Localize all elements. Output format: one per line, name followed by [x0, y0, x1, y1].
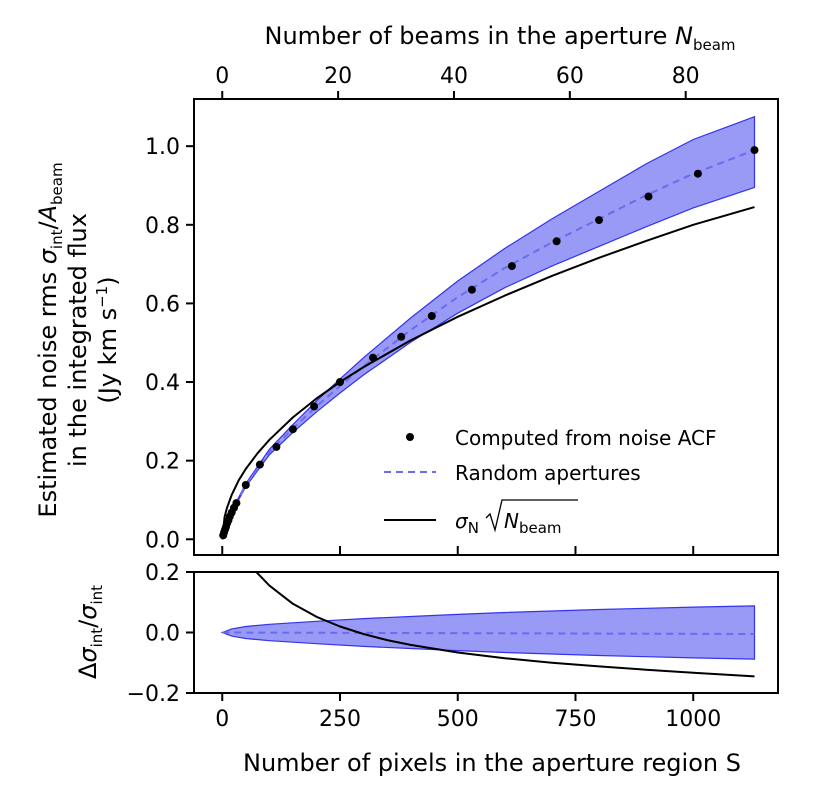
legend-label-solid: σN Nbeam	[455, 499, 578, 537]
main-y-tick-label: 0.6	[145, 292, 180, 317]
main-y-tick-label: 0.2	[145, 450, 180, 475]
main-lines-layer	[221, 149, 755, 540]
main-points-layer	[219, 146, 759, 540]
x-tick-label: 500	[437, 707, 479, 732]
top-x-tick-label: 0	[215, 64, 229, 89]
main-acf-point	[467, 285, 476, 294]
radical-sign	[485, 499, 578, 533]
main-y-tick-label: 0.0	[145, 528, 180, 553]
top-x-tick-label: 60	[556, 64, 584, 89]
main-y-tick-label: 0.8	[145, 214, 180, 239]
main-y-axis-label: Estimated noise rms σint/Abeam in the in…	[34, 162, 122, 517]
main-acf-point	[369, 353, 377, 362]
residual-x-ticks: 0 250 500 750 1000	[215, 693, 721, 732]
main-acf-point	[644, 192, 653, 201]
main-acf-point	[272, 442, 281, 451]
residual-lines-layer	[222, 572, 755, 678]
legend: Computed from noise ACF Random apertures…	[384, 426, 717, 537]
x-tick-label: 0	[215, 707, 229, 732]
svg-text:Nbeam: Nbeam	[504, 509, 562, 537]
svg-text:Δσint/σint: Δσint/σint	[74, 585, 106, 679]
main-acf-point	[241, 481, 250, 489]
main-random-apertures-line	[221, 149, 755, 540]
y-label-line-3: (Jy km s−1)	[93, 276, 122, 403]
top-x-tick-label: 20	[324, 64, 352, 89]
main-acf-point	[232, 499, 241, 508]
y-label-line-2: in the integrated flux	[64, 213, 92, 467]
top-x-tick-label: 40	[440, 64, 468, 89]
top-x-axis-label: Number of beams in the aperture Nbeam	[265, 22, 736, 54]
main-acf-point	[750, 146, 759, 155]
main-acf-point	[288, 425, 297, 434]
residual-y-axis-label: Δσint/σint	[74, 585, 106, 679]
main-acf-point	[693, 169, 702, 178]
residual-sigma-n-line	[254, 572, 755, 678]
main-top-ticks: 0 20 40 60 80	[215, 64, 700, 99]
main-acf-point	[397, 332, 406, 341]
main-acf-point	[595, 216, 603, 225]
main-y-ticks: 0.0 0.2 0.4 0.6 0.8 1.0	[145, 135, 194, 553]
main-y-tick-label: 1.0	[145, 135, 180, 160]
main-acf-point	[310, 402, 319, 411]
main-x-ticks	[221, 546, 695, 555]
residual-panel: 0 250 500 750 1000 −0.2 0.0 0.2	[127, 561, 779, 732]
legend-label-points: Computed from noise ACF	[455, 426, 717, 450]
x-axis-label: Number of pixels in the aperture region …	[243, 749, 741, 777]
residual-y-tick-label: 0.0	[145, 622, 180, 647]
main-sigma-n-line	[221, 206, 755, 540]
residual-y-tick-label: 0.2	[145, 561, 180, 586]
main-acf-point	[255, 460, 264, 469]
y-label-line-1: Estimated noise rms σint/Abeam	[34, 162, 66, 517]
residual-random-apertures-line	[222, 631, 755, 635]
x-tick-label: 250	[319, 707, 361, 732]
main-frame	[193, 98, 779, 556]
main-acf-point	[507, 262, 516, 271]
legend-marker-points	[406, 433, 414, 441]
main-acf-point	[336, 378, 344, 386]
main-y-tick-label: 0.4	[145, 371, 180, 396]
residual-y-tick-label: −0.2	[127, 682, 180, 707]
main-acf-point	[427, 312, 436, 320]
x-tick-label: 1000	[665, 707, 721, 732]
main-panel: 0.0 0.2 0.4 0.6 0.8 1.0 0 20 40 60 80	[145, 64, 779, 556]
svg-text:σN: σN	[455, 509, 479, 537]
legend-label-dashed: Random apertures	[455, 461, 641, 485]
top-x-tick-label: 80	[672, 64, 700, 89]
main-acf-point	[552, 237, 561, 246]
x-tick-label: 750	[554, 707, 596, 732]
residual-y-ticks: −0.2 0.0 0.2	[127, 561, 194, 707]
